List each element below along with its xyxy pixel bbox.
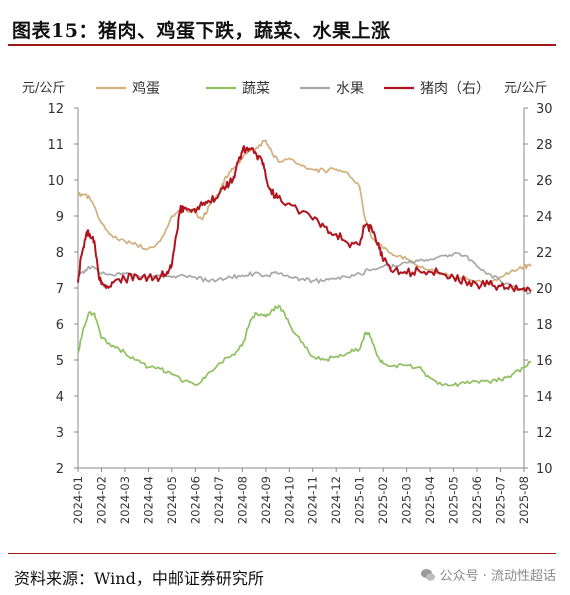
x-tick-label: 2025-06 <box>470 476 484 524</box>
x-tick-label: 2024-05 <box>165 476 179 524</box>
x-tick-label: 2025-04 <box>423 476 437 524</box>
pork-series-line <box>77 145 532 293</box>
watermark-text: 公众号 · 流动性超话 <box>439 569 556 584</box>
right-tick-label: 16 <box>536 354 553 369</box>
left-tick-label: 9 <box>56 210 64 225</box>
left-tick-label: 2 <box>56 462 64 477</box>
left-tick-label: 12 <box>47 102 64 117</box>
right-tick-label: 12 <box>536 426 553 441</box>
legend: 鸡蛋 蔬菜 水果 猪肉（右） <box>96 80 490 97</box>
figure-title: 图表15：猪肉、鸡蛋下跌，蔬菜、水果上涨 <box>12 20 391 42</box>
wechat-icon <box>420 568 435 581</box>
chart-container: 元/公斤 元/公斤 2 3 4 5 6 7 8 9 10 11 12 10 12 14 16 18 20 22 2… <box>0 60 570 550</box>
x-tick-label: 2025-05 <box>447 476 461 524</box>
left-tick-label: 5 <box>56 354 64 369</box>
x-tick-label: 2024-12 <box>329 476 343 524</box>
vegetable-legend-label: 蔬菜 <box>242 81 270 97</box>
right-tick-label: 10 <box>536 462 553 477</box>
x-tick-label: 2025-08 <box>517 476 531 524</box>
right-tick-label: 22 <box>536 246 553 261</box>
x-tick-label: 2025-01 <box>353 476 367 524</box>
fruit-legend-label: 水果 <box>336 81 364 97</box>
right-tick-label: 28 <box>536 138 553 153</box>
pork-legend-label: 猪肉（右） <box>420 81 490 97</box>
x-tick-label: 2025-07 <box>494 476 508 524</box>
right-unit-label: 元/公斤 <box>504 81 547 96</box>
source-note: 资料来源：Wind，中邮证券研究所 <box>14 569 264 588</box>
series-lines <box>77 139 532 388</box>
x-tick-label: 2024-08 <box>235 476 249 524</box>
vegetable-series-line <box>77 304 532 388</box>
left-tick-label: 3 <box>56 426 64 441</box>
left-tick-label: 6 <box>56 318 64 333</box>
left-tick-label: 11 <box>47 138 64 153</box>
x-tick-label: 2024-09 <box>259 476 273 524</box>
right-tick-label: 14 <box>536 390 553 405</box>
x-tick-label: 2025-02 <box>376 476 390 524</box>
right-tick-label: 26 <box>536 174 553 189</box>
x-tick-label: 2024-04 <box>141 476 155 524</box>
x-tick-label: 2024-01 <box>71 476 85 524</box>
x-tick-label: 2024-07 <box>212 476 226 524</box>
title-bar: 图表15：猪肉、鸡蛋下跌，蔬菜、水果上涨 <box>8 8 556 46</box>
right-tick-label: 24 <box>536 210 553 225</box>
left-unit-label: 元/公斤 <box>22 81 65 96</box>
footer-divider <box>8 553 556 554</box>
watermark: 公众号 · 流动性超话 <box>420 565 556 584</box>
right-tick-label: 30 <box>536 102 553 117</box>
right-tick-labels: 10 12 14 16 18 20 22 24 26 28 30 <box>524 102 553 477</box>
x-tick-label: 2024-10 <box>282 476 296 524</box>
fruit-series-line <box>77 251 532 295</box>
left-tick-label: 7 <box>56 282 64 297</box>
egg-legend-label: 鸡蛋 <box>132 80 160 97</box>
left-tick-label: 8 <box>56 246 64 261</box>
x-tick-label: 2025-03 <box>400 476 414 524</box>
x-tick-label: 2024-03 <box>118 476 132 524</box>
left-tick-label: 10 <box>47 174 64 189</box>
left-tick-label: 4 <box>56 390 64 405</box>
left-tick-labels: 2 3 4 5 6 7 8 9 10 11 12 <box>47 102 78 477</box>
x-tick-label: 2024-02 <box>94 476 108 524</box>
right-tick-label: 18 <box>536 318 553 333</box>
x-tick-label: 2024-06 <box>188 476 202 524</box>
right-tick-label: 20 <box>536 282 553 297</box>
line-chart: 元/公斤 元/公斤 2 3 4 5 6 7 8 9 10 11 12 10 12 14 16 18 20 22 2… <box>22 80 553 524</box>
egg-series-line <box>77 139 532 286</box>
x-tick-label: 2024-11 <box>306 476 320 524</box>
x-tick-labels: 2024-01 2024-02 2024-03 2024-04 2024-05 2024-… <box>71 468 531 524</box>
